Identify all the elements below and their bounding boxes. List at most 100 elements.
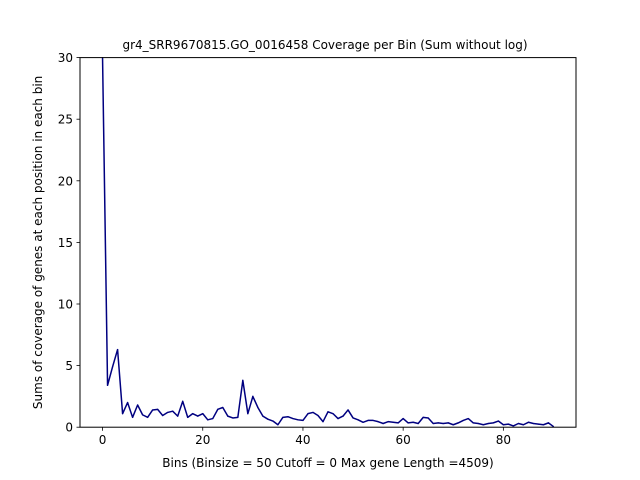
data-point (192, 413, 194, 415)
data-point (517, 422, 519, 425)
data-point (217, 408, 219, 410)
data-point (327, 411, 329, 413)
plot-area-frame (79, 57, 577, 428)
data-point (197, 415, 199, 417)
data-point (157, 408, 159, 410)
x-tick-label: 0 (99, 433, 107, 447)
data-point (137, 404, 139, 406)
data-point (302, 419, 304, 422)
data-point (422, 416, 424, 418)
y-tick-label: 20 (58, 174, 73, 188)
data-point (507, 423, 509, 425)
data-point (182, 400, 184, 402)
series-layer (101, 57, 555, 428)
data-point (492, 422, 494, 424)
data-point (322, 421, 324, 423)
data-point (207, 419, 209, 421)
data-point (247, 413, 249, 415)
data-point (527, 421, 530, 423)
data-point (106, 384, 109, 386)
data-point (287, 416, 289, 418)
data-point (532, 422, 535, 425)
data-point (202, 413, 204, 415)
data-point (147, 416, 149, 418)
data-point (372, 419, 374, 422)
data-point (442, 422, 444, 425)
data-point (317, 414, 319, 417)
data-point (262, 415, 264, 417)
data-point (297, 419, 299, 421)
data-point (427, 417, 429, 419)
data-point (447, 422, 449, 424)
data-point (342, 415, 344, 417)
x-tick-label: 20 (195, 433, 210, 447)
data-point (462, 419, 464, 422)
data-point (187, 416, 189, 418)
data-point (512, 425, 514, 427)
data-point (282, 416, 284, 418)
data-point (222, 406, 224, 409)
data-point (132, 416, 134, 418)
data-point (392, 421, 394, 423)
data-point (267, 418, 269, 420)
data-point (227, 415, 229, 417)
data-point (292, 417, 294, 420)
data-point (121, 413, 124, 415)
data-point (252, 395, 254, 397)
data-point (126, 401, 129, 404)
data-point (232, 417, 234, 419)
data-point (332, 413, 334, 415)
y-tick-label: 25 (58, 113, 73, 127)
data-point (402, 417, 404, 420)
data-point (362, 421, 364, 423)
data-point (502, 424, 504, 426)
data-point (432, 422, 434, 425)
data-point (547, 422, 550, 424)
data-point (522, 424, 524, 426)
x-tick-label: 60 (396, 433, 411, 447)
data-point (307, 413, 309, 415)
data-point (111, 366, 114, 368)
data-point (457, 422, 459, 424)
data-point (417, 422, 419, 425)
data-point (377, 421, 379, 423)
chart-title: gr4_SRR9670815.GO_0016458 Coverage per B… (122, 38, 527, 52)
data-point (167, 411, 169, 414)
data-point (177, 415, 179, 417)
data-point (437, 422, 439, 424)
data-point (382, 422, 384, 425)
data-point (367, 419, 369, 422)
data-point (537, 423, 540, 425)
data-point (407, 422, 409, 424)
data-point (352, 417, 354, 419)
data-point (357, 419, 359, 421)
data-point (277, 424, 279, 426)
data-point (487, 422, 489, 425)
data-point (172, 410, 174, 412)
data-point (212, 417, 214, 420)
x-tick-label: 80 (496, 433, 511, 447)
y-tick-label: 15 (58, 236, 73, 250)
ticks-layer: 0 20 40 60 80 0 5 10 15 20 25 30 (58, 51, 511, 447)
data-point (152, 409, 154, 411)
data-point (472, 422, 474, 424)
data-point (397, 422, 399, 424)
y-tick-label: 30 (58, 51, 73, 65)
y-tick-label: 5 (65, 359, 73, 373)
data-point (257, 406, 259, 409)
x-tick-label: 40 (295, 433, 310, 447)
data-point (237, 416, 239, 418)
data-point (452, 424, 454, 426)
data-point (482, 424, 484, 426)
data-point (142, 414, 144, 416)
data-point (542, 424, 545, 426)
data-point (347, 409, 349, 411)
data-point (272, 420, 274, 422)
data-point (312, 411, 314, 414)
data-point (387, 421, 389, 423)
data-point (412, 421, 414, 423)
data-point (242, 379, 244, 381)
data-point (116, 348, 119, 351)
y-tick-label: 0 (65, 421, 73, 435)
